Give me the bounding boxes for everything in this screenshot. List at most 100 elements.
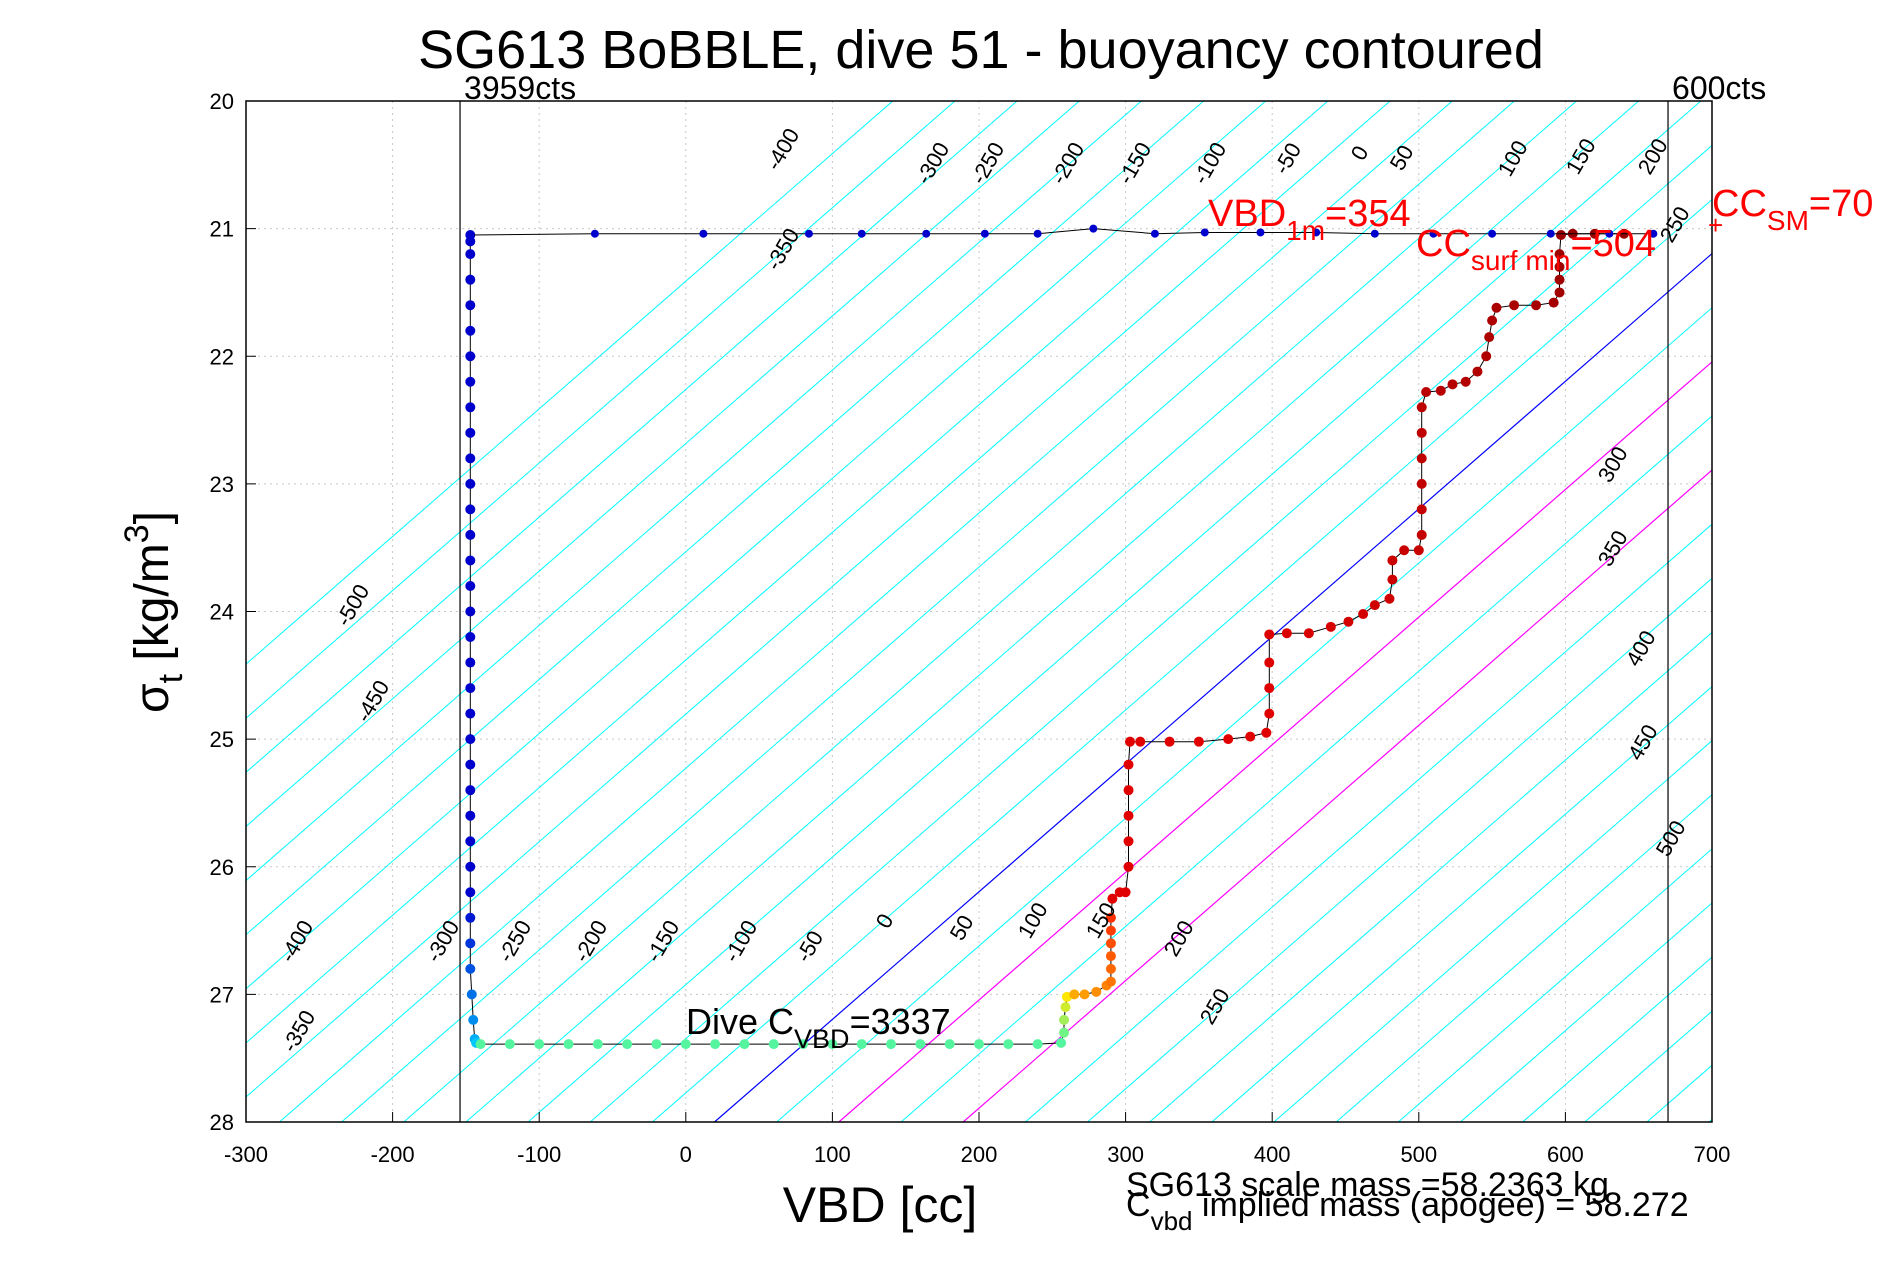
climb-point (1447, 379, 1458, 390)
contour-line (246, 101, 1204, 936)
contour-line (246, 101, 956, 719)
dive-point (465, 529, 476, 540)
bottom-point (1059, 1014, 1070, 1025)
climb-point (1223, 734, 1234, 745)
bottom-point (504, 1039, 515, 1050)
climb-point (1554, 249, 1565, 260)
y-tick-label: 26 (210, 855, 234, 880)
cc-sm-annotation: CCSM=70 (1712, 183, 1873, 236)
y-tick-label: 28 (210, 1110, 234, 1135)
dive-point (465, 963, 476, 974)
bottom-point (944, 1039, 955, 1050)
contour-line (246, 101, 1080, 828)
bottom-point (1056, 1037, 1067, 1048)
dive-point (465, 274, 476, 285)
climb-point (1413, 545, 1424, 556)
bottom-point (915, 1039, 926, 1050)
climb-point (1548, 297, 1559, 308)
implied-mass-text: Cvbd implied mass (apogee) = 58.272 (1126, 1186, 1689, 1236)
dive-point (465, 351, 476, 362)
x-tick-label: 700 (1694, 1142, 1731, 1167)
climb-point (1387, 574, 1398, 585)
dive-point (468, 1014, 479, 1025)
y-tick-label: 23 (210, 472, 234, 497)
climb-point (1079, 989, 1090, 1000)
climb-point (1281, 628, 1292, 639)
scale-mass-text: SG613 scale mass =58.2363 kg (1126, 1166, 1609, 1204)
surface-point (857, 229, 866, 238)
climb-point (1264, 683, 1275, 694)
climb-point (1107, 893, 1118, 904)
climb-point (1384, 593, 1395, 604)
contour-line (341, 101, 1515, 1122)
climb-point (1105, 951, 1116, 962)
dive-point (466, 989, 477, 1000)
contour-line (527, 101, 1702, 1122)
chart-title: SG613 BoBBLE, dive 51 - buoyancy contour… (418, 20, 1544, 80)
climb-point (1399, 545, 1410, 556)
bottom-point (827, 1039, 838, 1050)
x-tick-label: -200 (371, 1142, 415, 1167)
x-tick-label: 200 (961, 1142, 998, 1167)
surface-point (1649, 229, 1658, 238)
dive-point (465, 236, 476, 247)
climb-point (1105, 925, 1116, 936)
count-line-label: 600cts (1672, 70, 1766, 106)
buoyancy-contours (246, 101, 1712, 1122)
x-tick-label: 300 (1107, 1142, 1144, 1167)
climb-point (1105, 938, 1116, 949)
contour-line (246, 101, 1018, 773)
dive-cvbd-annotation: Dive CVBD=3337 (686, 1001, 951, 1054)
climb-point (1435, 385, 1446, 396)
contour-line (1149, 631, 1712, 1122)
data-series (465, 224, 1658, 1050)
contour-line (900, 415, 1712, 1122)
bottom-point (739, 1039, 750, 1050)
contour-line (1211, 685, 1712, 1122)
y-tick-label: 20 (210, 89, 234, 114)
contour-line (589, 144, 1712, 1122)
count-line-label: 3959cts (464, 70, 576, 106)
dive-point (465, 555, 476, 566)
bottom-point (856, 1039, 867, 1050)
x-tick-label: 500 (1400, 1142, 1437, 1167)
dive-point (465, 683, 476, 694)
x-tick-label: 600 (1547, 1142, 1584, 1167)
climb-point (1554, 287, 1565, 298)
dive-point (465, 632, 476, 643)
contour-line (246, 101, 1142, 882)
x-tick-label: -300 (224, 1142, 268, 1167)
contour-line (465, 101, 1640, 1122)
surface-point (1089, 224, 1098, 233)
bottom-point (974, 1039, 984, 1050)
contour-line (246, 101, 1391, 1098)
cc-surf-min-annotation: CCsurf min=504 (1416, 223, 1656, 276)
dive-point (465, 708, 476, 719)
climb-point (1123, 810, 1134, 821)
dive-point (465, 887, 476, 898)
x-axis-label: VBD [cc] (783, 1177, 977, 1233)
contour-line (246, 101, 894, 665)
climb-point (1264, 629, 1275, 640)
climb-point (1472, 366, 1483, 377)
climb-point (1303, 628, 1314, 639)
climb-point (1556, 230, 1567, 241)
dive-point (465, 325, 476, 336)
dive-point (465, 657, 476, 668)
dive-point (465, 759, 476, 770)
dive-point (465, 734, 476, 745)
climb-point (1120, 887, 1131, 898)
surface-point (699, 229, 708, 238)
climb-point (1416, 427, 1427, 438)
climb-point (1416, 504, 1427, 515)
climb-point (1531, 300, 1542, 311)
bottom-point (768, 1039, 779, 1050)
bottom-point (563, 1039, 574, 1050)
y-tick-label: 25 (210, 727, 234, 752)
contour-line (403, 101, 1577, 1122)
vbd-1m-annotation: VBD1m=354 (1208, 193, 1411, 246)
contour-line (246, 101, 1267, 990)
bottom-point (651, 1039, 662, 1050)
surface-point (1488, 229, 1497, 238)
surface-point (1256, 228, 1265, 237)
